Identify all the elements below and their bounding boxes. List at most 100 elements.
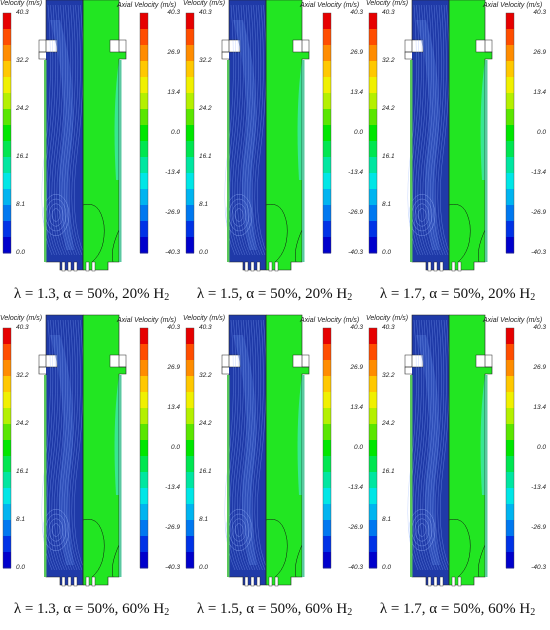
colorbar-segment [506,237,514,254]
colorbar-segment [140,141,148,158]
fuel-injector [91,261,96,272]
fuel-injector [268,576,273,587]
axial-velocity-field [449,0,492,270]
colorbar-segment [186,456,194,473]
fuel-injector [256,261,261,272]
panel-caption: λ = 1.3, α = 50%, 20% H2 [0,286,183,303]
colorbar-segment [140,552,148,569]
colorbar-segment [186,488,194,505]
axial-tick-label: 26.9 [533,49,546,56]
colorbar-segment [506,504,514,521]
colorbar-segment [186,392,194,409]
streamline [432,4,444,256]
colorbar-segment [323,157,331,174]
colorbar-segment [369,520,377,537]
flow-field-svg [2,314,149,587]
panel-caption: λ = 1.7, α = 50%, 60% H2 [366,601,549,618]
streamline [415,4,426,256]
caption-text: λ = 1.7, α = 50%, 60% H [379,601,531,617]
contour-panel: Velocity (m/s) Axial Velocity (m/s) 40.3 32… [366,314,549,630]
colorbar-segment [506,552,514,569]
colorbar-segment [369,205,377,222]
colorbar-segment [140,221,148,238]
colorbar-segment [323,536,331,553]
colorbar-segment [186,376,194,393]
colorbar-segment [3,376,11,393]
fuel-injector [250,576,255,587]
colorbar-segment [323,237,331,254]
colorbar-segment [323,488,331,505]
streamline [249,319,261,571]
streamline [74,4,85,256]
velocity-tick-label: 40.3 [382,324,395,331]
streamline [427,319,439,571]
colorbar-segment [369,392,377,409]
colorbar-segment [3,93,11,110]
colorbar-segment [140,392,148,409]
recirculation-vortex [234,208,244,222]
recirculation-vortex [42,508,70,551]
inlet-step [404,39,424,53]
colorbar-segment [140,205,148,222]
colorbar-segment [186,77,194,94]
axial-tick-label: 13.4 [533,404,546,411]
axial-tick-label: -40.3 [531,564,546,571]
fuel-injector [244,576,249,587]
velocity-tick-label: 16.1 [382,468,395,475]
axial-tick-label: -40.3 [531,249,546,256]
inlet-step [292,354,310,368]
velocity-tick-label: 8.1 [199,516,209,523]
colorbar-segment [186,13,194,30]
caption-text: λ = 1.5, α = 50%, 60% H [196,601,348,617]
axial-velocity-colorbar [139,12,149,254]
colorbar-segment [369,488,377,505]
flow-field-svg [368,0,515,272]
zero-contour [265,203,288,263]
colorbar-segment [140,360,148,377]
streamline [59,4,70,256]
colorbar-segment [3,440,11,457]
flow-field-svg [185,0,332,272]
contour-panel: Velocity (m/s) Axial Velocity (m/s) 40.3 32… [0,0,183,315]
colorbar-segment [506,488,514,505]
zero-contour [265,518,288,578]
colorbar-segment [369,424,377,441]
recirculation-vortex [48,518,64,542]
colorbar-segment [506,536,514,553]
fuel-injector [274,261,279,272]
streamline [44,4,55,256]
wall-liner [485,375,488,577]
axial-tick-label: 26.9 [167,49,180,56]
axial-tick-label: 0.0 [353,444,363,451]
colorbar-segment [3,392,11,409]
streamline [247,4,258,256]
colorbar-segment [323,77,331,94]
caption-text: λ = 1.5, α = 50%, 20% H [196,286,348,302]
streamline [49,4,60,256]
wall-liner [119,375,122,577]
streamline [254,319,266,571]
fuel-injector [250,261,255,272]
fuel-injector [439,576,444,587]
axial-tick-label: 40.3 [350,9,363,16]
wall-liner [302,375,305,577]
colorbar-segment [140,61,148,78]
colorbar-segment [506,376,514,393]
colorbar-segment [3,29,11,46]
wall-jet [114,60,119,180]
axial-tick-label: -26.9 [531,209,546,216]
fuel-injector [73,576,78,587]
fuel-injector [67,576,72,587]
velocity-tick-label: 0.0 [16,564,26,571]
colorbar-segment [3,141,11,158]
streamline [435,319,446,571]
velocity-tick-label: 8.1 [382,201,392,208]
axial-velocity-field [266,315,309,585]
colorbar-segment [506,45,514,62]
inlet-step [221,39,241,53]
colorbar-segment [186,221,194,238]
streamline [244,319,256,571]
colorbar-segment [140,125,148,142]
axial-tick-label: -13.4 [165,169,180,176]
colorbar-segment [323,125,331,142]
